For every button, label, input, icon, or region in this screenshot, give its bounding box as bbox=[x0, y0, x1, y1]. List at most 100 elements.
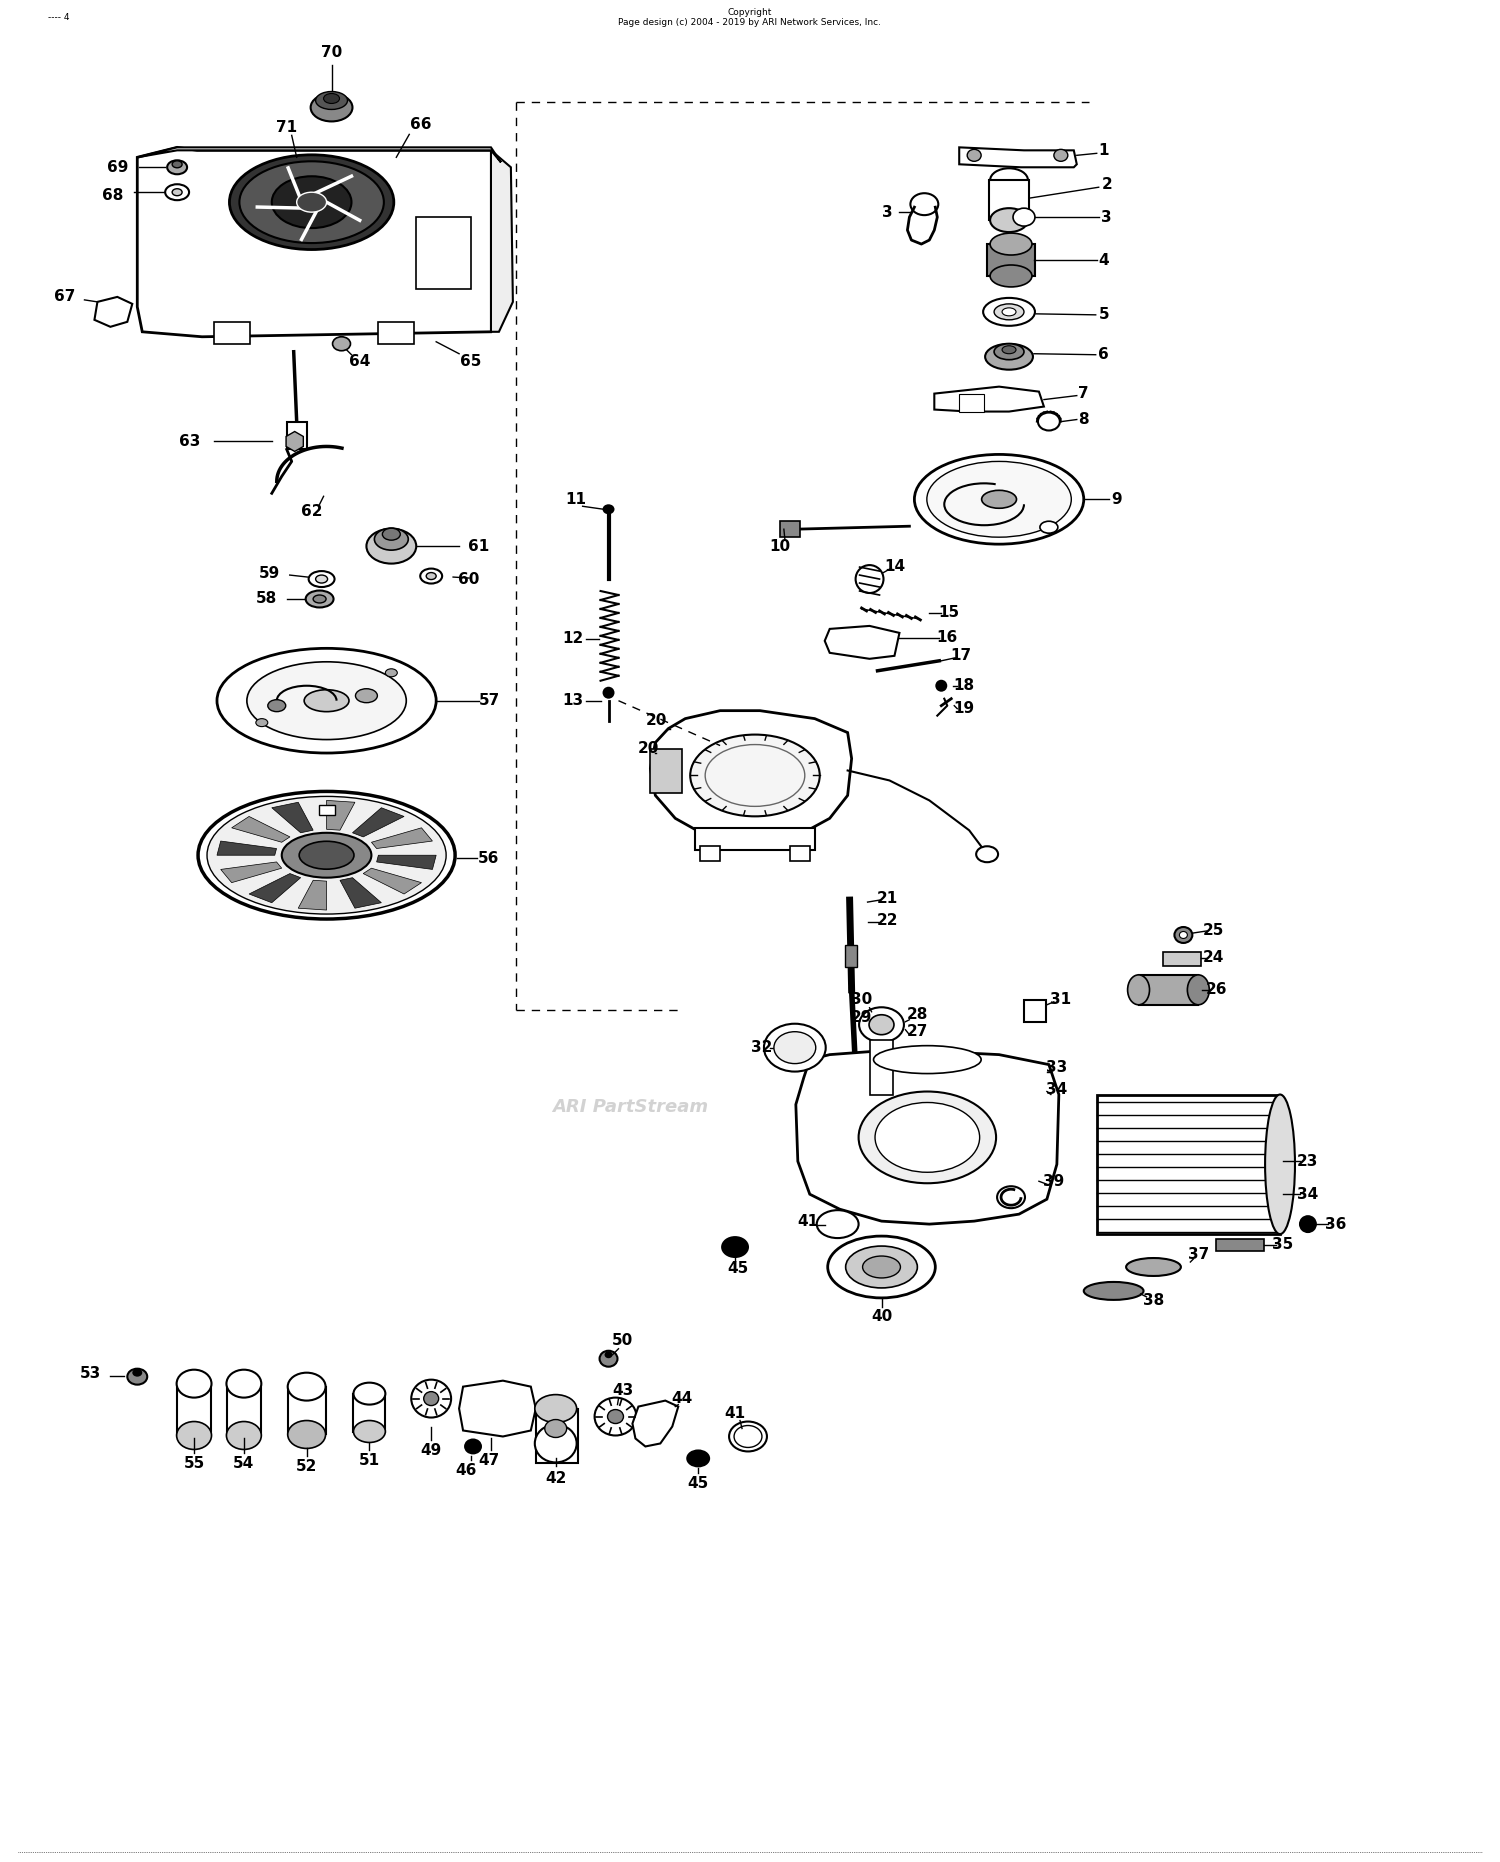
Ellipse shape bbox=[858, 1091, 996, 1182]
Polygon shape bbox=[633, 1400, 678, 1447]
Polygon shape bbox=[249, 873, 300, 903]
Polygon shape bbox=[372, 829, 432, 849]
Text: 15: 15 bbox=[939, 605, 960, 620]
Text: 16: 16 bbox=[936, 631, 958, 646]
Text: 17: 17 bbox=[951, 648, 972, 663]
Text: 26: 26 bbox=[1206, 983, 1227, 998]
Text: 34: 34 bbox=[1298, 1186, 1318, 1201]
Ellipse shape bbox=[354, 1421, 386, 1443]
Ellipse shape bbox=[314, 596, 326, 603]
Ellipse shape bbox=[976, 845, 998, 862]
Bar bbox=[286, 421, 306, 449]
Text: ARI PartStream: ARI PartStream bbox=[552, 1099, 708, 1117]
Text: Copyright
Page design (c) 2004 - 2019 by ARI Network Services, Inc.: Copyright Page design (c) 2004 - 2019 by… bbox=[618, 7, 882, 28]
Text: 20: 20 bbox=[645, 713, 668, 728]
Bar bbox=[378, 322, 414, 344]
Polygon shape bbox=[958, 147, 1077, 168]
Bar bbox=[318, 806, 334, 816]
Text: 12: 12 bbox=[562, 631, 584, 646]
Ellipse shape bbox=[1038, 413, 1060, 430]
Polygon shape bbox=[220, 862, 282, 883]
Polygon shape bbox=[272, 803, 314, 832]
Text: 71: 71 bbox=[276, 119, 297, 134]
Text: 25: 25 bbox=[1203, 922, 1224, 937]
Text: 2: 2 bbox=[1101, 177, 1112, 192]
Text: 41: 41 bbox=[796, 1214, 819, 1229]
Polygon shape bbox=[138, 147, 501, 337]
Ellipse shape bbox=[226, 1370, 261, 1398]
Text: 67: 67 bbox=[54, 289, 75, 304]
Ellipse shape bbox=[240, 162, 384, 244]
Ellipse shape bbox=[873, 1046, 981, 1074]
Text: 56: 56 bbox=[478, 851, 500, 866]
Bar bbox=[226, 1383, 261, 1436]
Text: 34: 34 bbox=[1046, 1082, 1068, 1097]
Bar bbox=[694, 829, 814, 851]
Polygon shape bbox=[298, 881, 327, 911]
Polygon shape bbox=[490, 151, 513, 331]
Text: 57: 57 bbox=[478, 693, 500, 708]
Text: 61: 61 bbox=[468, 538, 489, 553]
Ellipse shape bbox=[603, 687, 615, 698]
Text: 35: 35 bbox=[1272, 1236, 1293, 1251]
Ellipse shape bbox=[426, 573, 436, 579]
Text: 8: 8 bbox=[1078, 412, 1089, 426]
Text: 4: 4 bbox=[1098, 253, 1108, 268]
Ellipse shape bbox=[132, 1369, 142, 1376]
Ellipse shape bbox=[828, 1236, 936, 1298]
Ellipse shape bbox=[315, 91, 348, 110]
Bar bbox=[1024, 1000, 1045, 1022]
Bar bbox=[790, 845, 810, 862]
Text: 18: 18 bbox=[954, 678, 975, 693]
Bar bbox=[1216, 1238, 1264, 1251]
Ellipse shape bbox=[722, 1236, 748, 1259]
Ellipse shape bbox=[310, 93, 352, 121]
Text: 46: 46 bbox=[456, 1464, 477, 1478]
Bar bbox=[177, 1383, 212, 1436]
Ellipse shape bbox=[986, 344, 1033, 371]
Ellipse shape bbox=[764, 1024, 825, 1071]
Ellipse shape bbox=[288, 1421, 326, 1449]
Ellipse shape bbox=[248, 661, 406, 739]
Ellipse shape bbox=[729, 1421, 766, 1452]
Ellipse shape bbox=[981, 490, 1017, 508]
Ellipse shape bbox=[304, 689, 350, 711]
Text: 66: 66 bbox=[411, 117, 432, 132]
Text: 38: 38 bbox=[1143, 1294, 1164, 1309]
Text: 31: 31 bbox=[1050, 992, 1071, 1007]
Bar bbox=[1138, 976, 1198, 1005]
Polygon shape bbox=[94, 296, 132, 328]
Text: 43: 43 bbox=[612, 1383, 633, 1398]
Text: 54: 54 bbox=[234, 1456, 255, 1471]
Ellipse shape bbox=[375, 529, 408, 549]
Text: 32: 32 bbox=[752, 1041, 772, 1056]
Text: 70: 70 bbox=[321, 45, 342, 60]
Bar bbox=[1096, 1095, 1280, 1235]
Ellipse shape bbox=[172, 188, 182, 196]
Text: 29: 29 bbox=[850, 1011, 873, 1026]
Text: 49: 49 bbox=[420, 1443, 442, 1458]
Ellipse shape bbox=[354, 1383, 386, 1404]
Polygon shape bbox=[934, 387, 1044, 412]
Ellipse shape bbox=[818, 1210, 858, 1238]
Ellipse shape bbox=[1179, 931, 1188, 938]
Ellipse shape bbox=[994, 304, 1024, 320]
Ellipse shape bbox=[855, 564, 883, 592]
Ellipse shape bbox=[686, 1449, 709, 1467]
Text: 22: 22 bbox=[876, 912, 898, 927]
Ellipse shape bbox=[272, 177, 351, 229]
Ellipse shape bbox=[217, 648, 436, 752]
Ellipse shape bbox=[968, 149, 981, 162]
Text: 52: 52 bbox=[296, 1460, 318, 1475]
Ellipse shape bbox=[1264, 1095, 1294, 1235]
Bar bbox=[958, 393, 984, 412]
Bar bbox=[870, 1039, 894, 1095]
Ellipse shape bbox=[1084, 1281, 1143, 1300]
Text: 6: 6 bbox=[1098, 346, 1108, 363]
Ellipse shape bbox=[994, 344, 1024, 359]
Ellipse shape bbox=[1040, 521, 1058, 533]
Ellipse shape bbox=[297, 192, 327, 212]
Ellipse shape bbox=[594, 1398, 636, 1436]
Bar bbox=[288, 1387, 326, 1434]
Polygon shape bbox=[459, 1380, 536, 1436]
